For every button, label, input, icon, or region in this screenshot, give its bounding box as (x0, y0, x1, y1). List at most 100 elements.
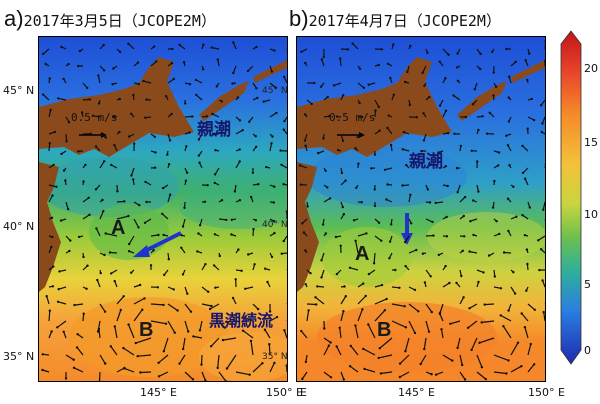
velocity-vector-head (314, 296, 317, 299)
velocity-vector-head (342, 94, 345, 97)
velocity-vector (184, 320, 189, 332)
velocity-vector (128, 324, 135, 339)
velocity-vector-head (197, 138, 201, 141)
velocity-vector (435, 201, 444, 204)
velocity-vector-head (530, 97, 533, 101)
velocity-vector-head (97, 102, 101, 105)
velocity-vector (374, 284, 383, 288)
velocity-vector-head (273, 231, 276, 235)
velocity-vector (65, 201, 69, 210)
velocity-vector-head (254, 135, 257, 138)
velocity-vector-head (426, 188, 429, 191)
velocity-vector-head (273, 361, 276, 365)
velocity-vector-head (388, 240, 392, 243)
velocity-vector-head (231, 82, 234, 85)
velocity-vector-head (463, 235, 466, 238)
inner-lat-40-a: 40° N (262, 220, 288, 230)
velocity-vector-head (78, 49, 82, 53)
velocity-vector (201, 303, 212, 307)
velocity-vector-head (255, 45, 258, 49)
velocity-vector-head (97, 74, 100, 77)
velocity-vector (140, 371, 152, 374)
velocity-vector-head (67, 121, 71, 124)
velocity-vector (323, 337, 331, 343)
velocity-vector-head (210, 304, 213, 308)
velocity-vector-head (526, 262, 529, 266)
velocity-vector (96, 279, 101, 288)
velocity-vector (440, 329, 444, 339)
velocity-vector-head (73, 303, 76, 307)
velocity-vector (195, 94, 203, 101)
velocity-vector (544, 303, 545, 304)
velocity-vector-head (316, 285, 319, 288)
velocity-vector-head (342, 213, 346, 216)
velocity-vector-head (373, 188, 376, 191)
velocity-vector (521, 313, 529, 322)
velocity-vector (286, 49, 287, 52)
velocity-vector (92, 115, 101, 118)
velocity-vector-head (280, 252, 283, 255)
velocity-vector-head (282, 183, 285, 186)
velocity-vector-head (264, 267, 267, 270)
velocity-vector (408, 249, 417, 254)
velocity-vector-head (144, 180, 147, 184)
velocity-vector (99, 160, 105, 169)
velocity-vector-head (204, 263, 207, 266)
velocity-vector (527, 303, 536, 311)
velocity-vector-head (324, 232, 327, 235)
velocity-vector-head (526, 127, 529, 130)
velocity-vector-head (123, 200, 126, 203)
velocity-vector-head (481, 115, 484, 118)
velocity-vector-head (249, 339, 253, 343)
velocity-vector-head (313, 81, 316, 85)
velocity-vector-head (82, 312, 85, 315)
velocity-vector-head (282, 75, 286, 78)
velocity-vector-head (462, 214, 465, 218)
velocity-vector-head (525, 248, 529, 251)
velocity-vector-head (96, 278, 99, 282)
velocity-vector-head (152, 45, 156, 48)
velocity-vector (459, 354, 463, 366)
velocity-vector (65, 133, 68, 142)
velocity-vector-head (49, 108, 52, 112)
velocity-vector-head (280, 163, 283, 166)
velocity-vector (404, 337, 410, 352)
velocity-vector-head (238, 199, 242, 202)
velocity-vector (467, 320, 478, 329)
velocity-vector-head (377, 105, 380, 109)
velocity-vector (544, 150, 545, 151)
velocity-vector-head (244, 287, 247, 290)
velocity-vector (439, 313, 444, 322)
velocity-vector-head (152, 249, 155, 252)
velocity-vector-head (335, 115, 339, 118)
velocity-vector (374, 235, 382, 242)
velocity-vector-head (528, 206, 531, 209)
velocity-vector-head (444, 264, 447, 268)
velocity-vector-head (430, 310, 433, 314)
velocity-vector-head (495, 220, 498, 223)
velocity-vector (457, 184, 461, 193)
velocity-vector-head (392, 93, 395, 96)
velocity-vector (226, 354, 237, 369)
velocity-vector (379, 337, 393, 349)
velocity-vector-head (94, 188, 98, 191)
velocity-vector (425, 303, 433, 313)
velocity-vector (357, 295, 367, 305)
velocity-vector-head (542, 208, 545, 211)
velocity-vector-head (410, 222, 413, 225)
velocity-vector-head (213, 173, 217, 176)
colorbar-tick-10: 10 (584, 208, 598, 221)
velocity-vector-head (214, 149, 217, 152)
velocity-vector-head (215, 85, 218, 88)
velocity-vector-head (444, 77, 447, 80)
velocity-vector-head (533, 308, 536, 311)
velocity-vector-head (253, 263, 256, 266)
velocity-vector-head (271, 135, 274, 138)
velocity-vector-head (231, 296, 235, 300)
velocity-vector-head (478, 341, 481, 344)
velocity-vector-head (434, 373, 438, 376)
velocity-vector-head (372, 262, 376, 265)
velocity-vector (95, 228, 101, 237)
velocity-vector-head (377, 221, 381, 224)
oyashio-label-a: 親潮 (197, 120, 231, 140)
